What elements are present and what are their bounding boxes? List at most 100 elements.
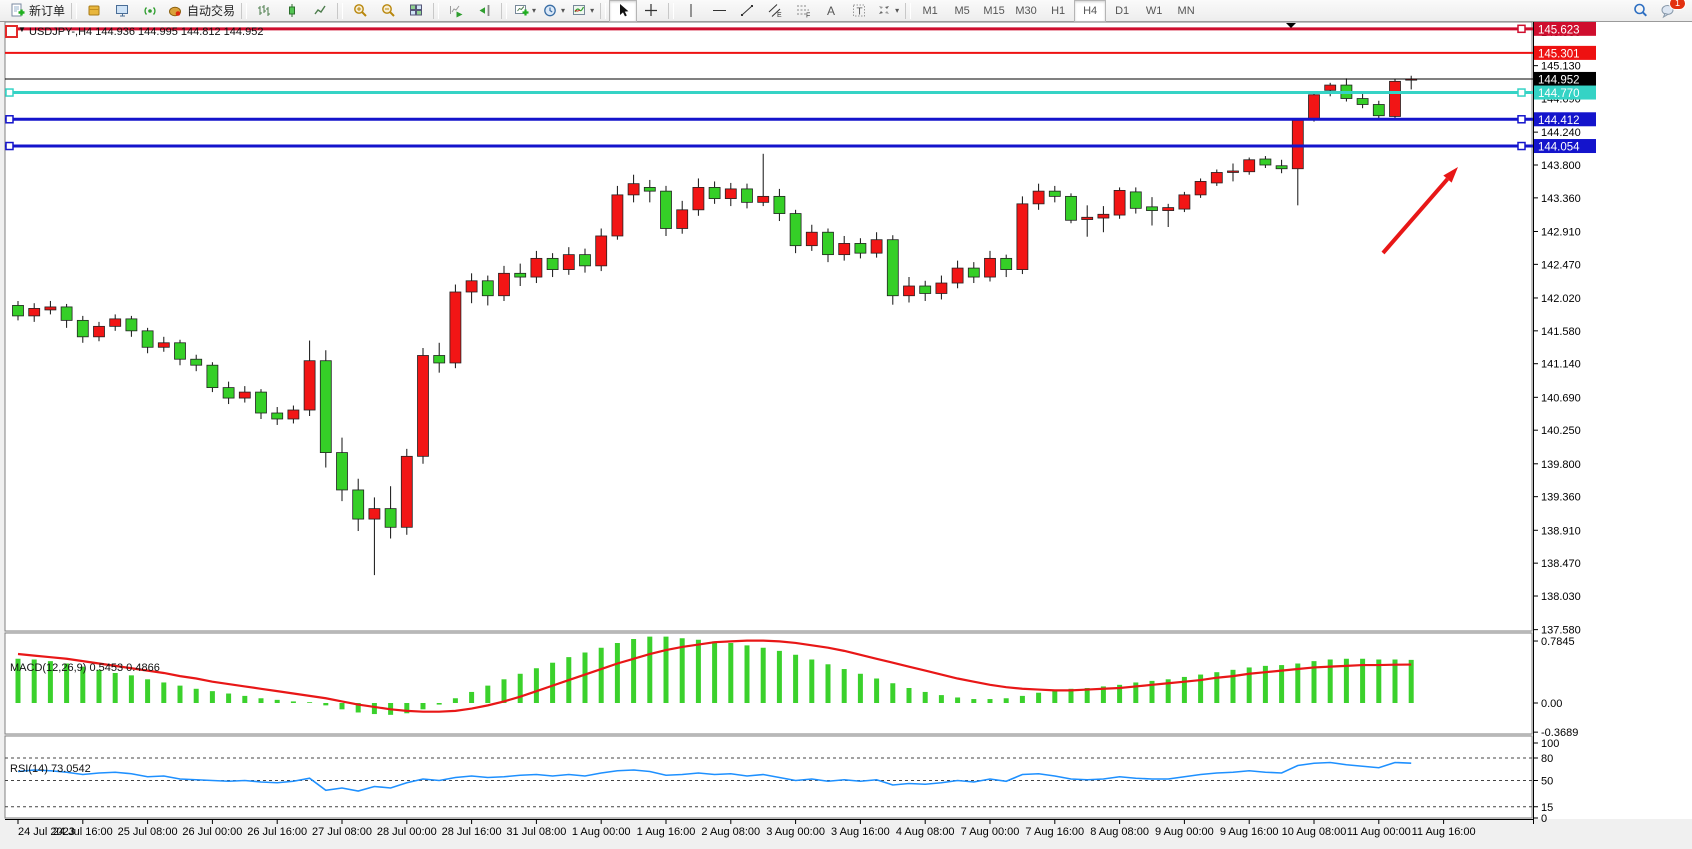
bear-candle	[481, 280, 494, 297]
line-handle[interactable]	[1517, 24, 1526, 34]
chat-button[interactable]: 1	[1654, 0, 1686, 22]
time-tick-label: 28 Jul 16:00	[442, 826, 502, 838]
tf-m15-button[interactable]: M15	[978, 0, 1010, 22]
arrows-icon	[876, 2, 893, 19]
macd-plot	[15, 636, 1414, 715]
horizontal-line-button[interactable]	[705, 0, 733, 22]
arrows-button[interactable]: ▾	[873, 0, 902, 22]
bull-candle	[805, 231, 818, 247]
macd-tick-label: -0.3689	[1541, 727, 1578, 739]
symbol-dropdown-icon[interactable]: ▼	[18, 25, 26, 34]
chart-shift-icon	[476, 2, 493, 19]
templates-button[interactable]: ▾	[568, 0, 597, 22]
tf-h1-button[interactable]: H1	[1042, 0, 1074, 22]
time-tick-label: 24 Jul 16:00	[53, 826, 113, 838]
cursor-button[interactable]	[609, 0, 638, 22]
bear-candle	[708, 187, 721, 200]
bull-candle	[465, 280, 478, 293]
trendline-button[interactable]	[733, 0, 761, 22]
price-tick-label: 142.910	[1541, 226, 1581, 238]
bear-candle	[967, 267, 980, 278]
bull-candle	[1113, 189, 1126, 216]
scroll-marker-icon[interactable]	[1286, 23, 1296, 28]
line-handle[interactable]	[5, 115, 14, 124]
bear-candle	[854, 243, 867, 254]
tf-mn-button[interactable]: MN	[1170, 0, 1202, 22]
bull-candle	[238, 391, 251, 399]
line-handle[interactable]	[5, 141, 14, 151]
arrow-annotation[interactable]	[1381, 167, 1458, 255]
data-window-button[interactable]	[108, 0, 136, 22]
arrows-dropdown-icon[interactable]: ▾	[895, 6, 900, 15]
new-order-button[interactable]: 新订单	[6, 0, 68, 22]
toolbar-separator	[905, 2, 912, 19]
price-tick-label: 140.690	[1541, 392, 1581, 404]
bull-candle	[1081, 216, 1094, 220]
one-click-trading-toggle[interactable]	[5, 25, 18, 38]
macd-indicator-label: MACD(12,26,9) 0.5453 0.4866	[10, 662, 160, 674]
bar-chart-button[interactable]	[250, 0, 278, 22]
auto-trading-icon	[167, 2, 184, 19]
line-handle[interactable]	[1517, 141, 1526, 151]
chart-shift-button[interactable]	[470, 0, 498, 22]
price-axis-area[interactable]	[1533, 22, 1692, 819]
auto-trading-label: 自动交易	[187, 4, 236, 18]
search-button[interactable]	[1626, 0, 1654, 22]
line-handle[interactable]	[5, 88, 14, 97]
tf-d1-button[interactable]: D1	[1106, 0, 1138, 22]
bear-candle	[1129, 191, 1142, 209]
bear-candle	[514, 272, 527, 278]
bear-candle	[1000, 257, 1013, 270]
bull-candle	[93, 325, 105, 338]
zoom-out-button[interactable]	[374, 0, 402, 22]
zoom-in-button[interactable]	[346, 0, 374, 22]
line-chart-button[interactable]	[306, 0, 334, 22]
vertical-line-button[interactable]	[677, 0, 705, 22]
line-handle[interactable]	[1517, 88, 1526, 97]
bear-candle	[433, 355, 446, 364]
bull-candle	[1097, 213, 1110, 219]
equidistant-channel-button[interactable]: E	[761, 0, 789, 22]
signals-button[interactable]	[136, 0, 164, 22]
templates-dropdown-icon[interactable]: ▾	[590, 6, 595, 15]
bull-candle	[400, 455, 413, 528]
new-chart-button[interactable]: ▾	[510, 0, 539, 22]
tf-h4-button[interactable]: H4	[1074, 0, 1107, 22]
time-tick-label: 10 Aug 08:00	[1282, 826, 1347, 838]
market-watch-button[interactable]	[80, 0, 108, 22]
signals-icon	[142, 2, 159, 19]
bear-candle	[206, 364, 219, 389]
main-chart-panel[interactable]	[4, 22, 1533, 632]
price-axis[interactable]: 145.580145.130144.690144.240143.800143.3…	[1533, 22, 1596, 825]
toolbar-group-panels: 自动交易	[80, 0, 238, 22]
svg-text:E: E	[777, 12, 782, 19]
text-label-button[interactable]: T	[845, 0, 873, 22]
chart-canvas[interactable]: 145.580145.130144.690144.240143.800143.3…	[0, 22, 1692, 849]
tf-w1-button[interactable]: W1	[1138, 0, 1170, 22]
tf-m5-button[interactable]: M5	[946, 0, 978, 22]
auto-scroll-button[interactable]	[442, 0, 470, 22]
bear-candle	[919, 285, 932, 294]
tile-windows-button[interactable]	[402, 0, 430, 22]
auto-trading-button[interactable]: 自动交易	[164, 0, 238, 22]
periods-icon	[542, 2, 559, 19]
fibonacci-button[interactable]: F	[789, 0, 817, 22]
candlestick-chart-button[interactable]	[278, 0, 306, 22]
crosshair-button[interactable]	[637, 0, 665, 22]
bear-candle	[1275, 165, 1288, 170]
bull-candle	[1032, 190, 1045, 205]
text-button[interactable]: A	[817, 0, 845, 22]
tf-m30-button[interactable]: M30	[1010, 0, 1042, 22]
time-tick-label: 4 Aug 08:00	[896, 826, 955, 838]
periods-button[interactable]: ▾	[539, 0, 568, 22]
periods-dropdown-icon[interactable]: ▾	[561, 6, 566, 15]
rsi-panel[interactable]	[4, 735, 1533, 819]
bull-candle	[692, 187, 705, 211]
bear-candle	[741, 188, 753, 203]
line-handle[interactable]	[1517, 115, 1526, 124]
new-chart-dropdown-icon[interactable]: ▾	[532, 6, 537, 15]
tf-m1-button[interactable]: M1	[914, 0, 946, 22]
macd-panel[interactable]	[4, 632, 1533, 735]
tile-windows-icon	[408, 2, 425, 19]
